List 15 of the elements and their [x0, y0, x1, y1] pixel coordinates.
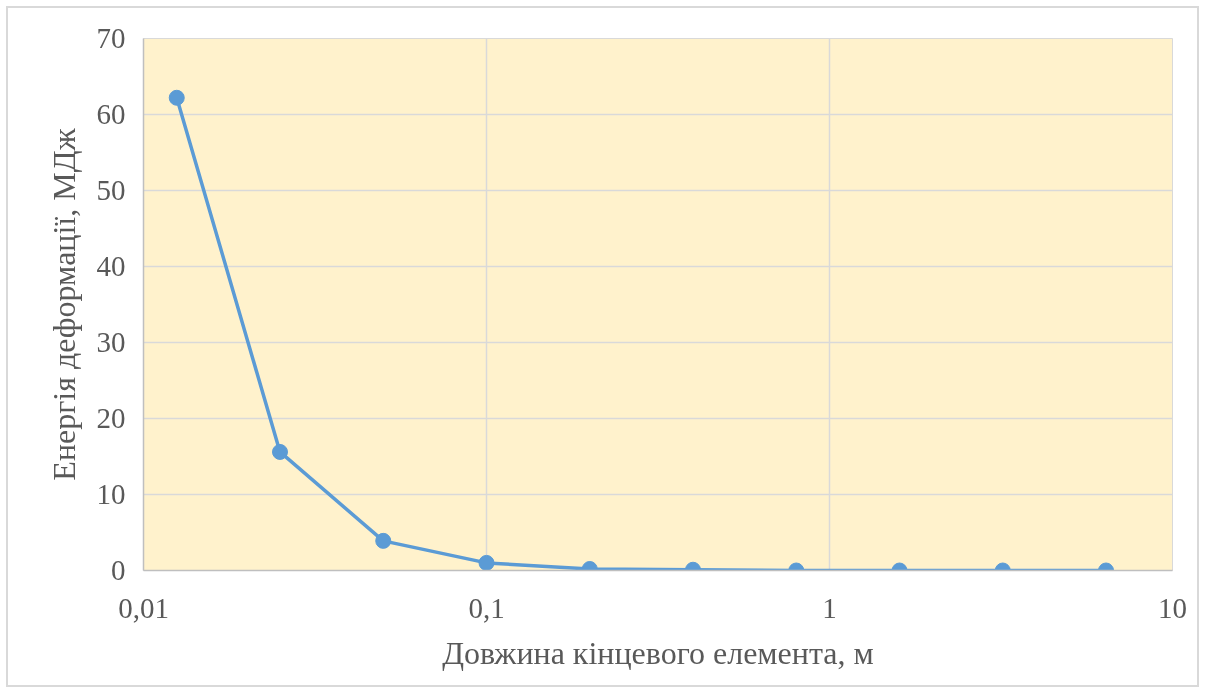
y-axis-title: Енергія деформації, МДж — [45, 127, 82, 481]
y-tick-label: 30 — [96, 326, 126, 358]
x-axis-title: Довжина кінцевого елемента, м — [442, 634, 874, 671]
y-tick-label: 50 — [96, 174, 126, 206]
point — [168, 89, 185, 106]
y-tick-label: 10 — [96, 478, 126, 510]
y-tick-label: 20 — [96, 402, 126, 434]
x-tick-label: 10 — [1158, 591, 1187, 624]
y-tick-label: 60 — [96, 98, 126, 130]
x-tick-label: 1 — [822, 591, 837, 624]
x-tick-label: 0,01 — [118, 591, 169, 624]
y-tick-label: 0 — [111, 554, 126, 586]
y-tick-label: 40 — [96, 250, 126, 282]
x-tick-label: 0,1 — [468, 591, 505, 624]
y-tick-label: 70 — [96, 22, 126, 54]
